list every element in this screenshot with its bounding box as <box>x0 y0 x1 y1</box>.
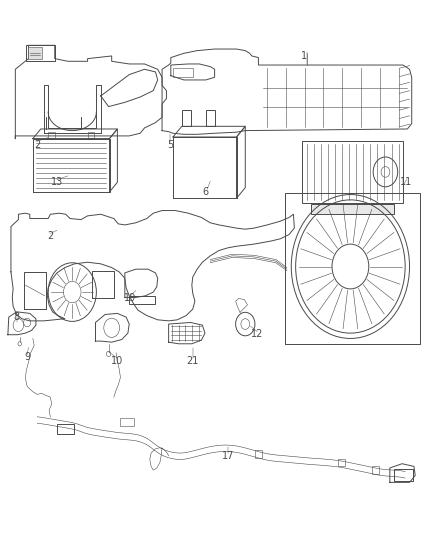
Bar <box>206 110 215 126</box>
Bar <box>173 68 193 77</box>
Text: 17: 17 <box>222 451 234 461</box>
Bar <box>26 45 55 61</box>
Bar <box>129 296 155 304</box>
Bar <box>57 424 74 434</box>
Bar <box>302 141 403 203</box>
Text: 1: 1 <box>301 51 307 61</box>
Bar <box>311 204 394 214</box>
Text: 9: 9 <box>24 352 30 362</box>
Bar <box>182 110 191 126</box>
Text: 2: 2 <box>47 231 53 240</box>
Bar <box>372 466 379 474</box>
Text: 5: 5 <box>167 140 173 150</box>
Text: 19: 19 <box>124 294 137 303</box>
Bar <box>88 132 94 138</box>
Bar <box>28 47 42 59</box>
Bar <box>48 132 55 138</box>
Bar <box>255 450 262 458</box>
Text: 10: 10 <box>111 357 124 366</box>
Text: 13: 13 <box>51 177 63 187</box>
Text: 21: 21 <box>187 357 199 366</box>
Bar <box>338 459 345 466</box>
Bar <box>120 418 134 426</box>
Text: 8: 8 <box>14 312 20 321</box>
Text: 2: 2 <box>34 140 40 150</box>
Bar <box>394 469 413 481</box>
Text: 6: 6 <box>203 187 209 197</box>
Text: 11: 11 <box>400 177 413 187</box>
Text: 12: 12 <box>251 329 263 339</box>
